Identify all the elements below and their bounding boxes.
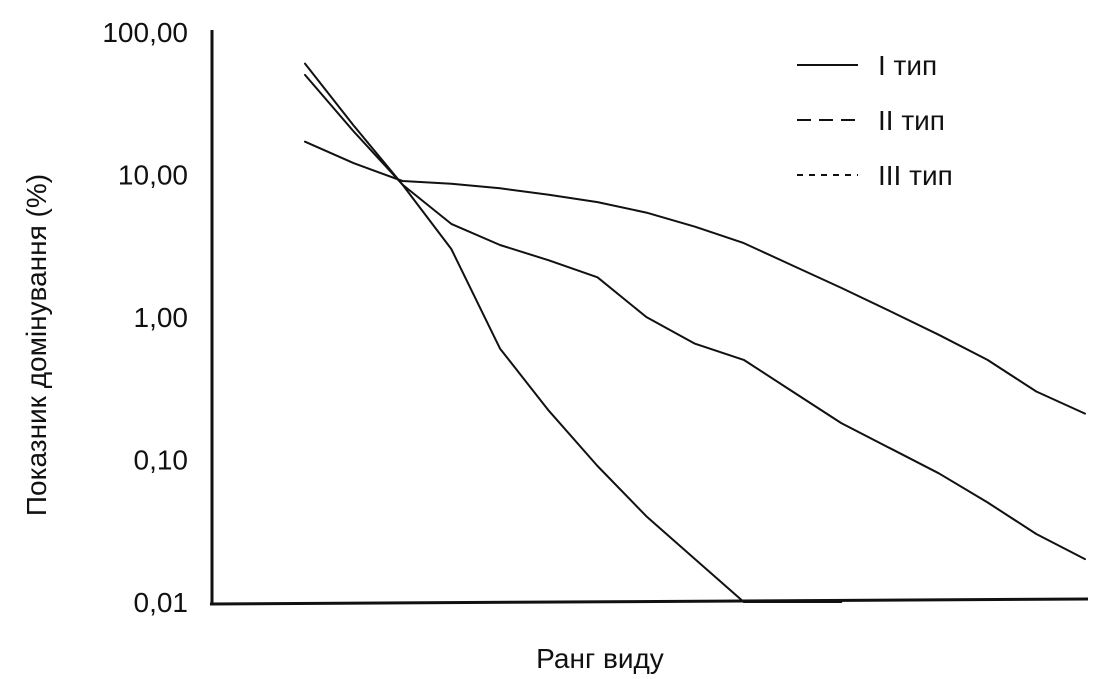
x-axis-title: Ранг виду — [536, 643, 664, 674]
legend: I тип II тип III тип — [797, 50, 953, 191]
y-tick-label: 0,01 — [134, 587, 189, 618]
y-tick-label: 10,00 — [118, 160, 188, 191]
y-tick-label: 100,00 — [102, 17, 188, 48]
series-line-2 — [304, 62, 1086, 561]
series-line-3 — [304, 73, 843, 603]
legend-label-2: II тип — [878, 105, 945, 136]
legend-label-1: I тип — [878, 50, 937, 81]
y-tick-label: 1,00 — [134, 302, 189, 333]
y-tick-labels: 100,00 10,00 1,00 0,10 0,01 — [102, 17, 188, 618]
y-axis-title: Показник домінування (%) — [21, 174, 52, 516]
x-axis-line — [209, 597, 1089, 606]
y-tick-label: 0,10 — [134, 445, 189, 476]
legend-label-3: III тип — [878, 160, 953, 191]
series-lines — [304, 62, 1086, 603]
series-line-1 — [304, 140, 1086, 415]
